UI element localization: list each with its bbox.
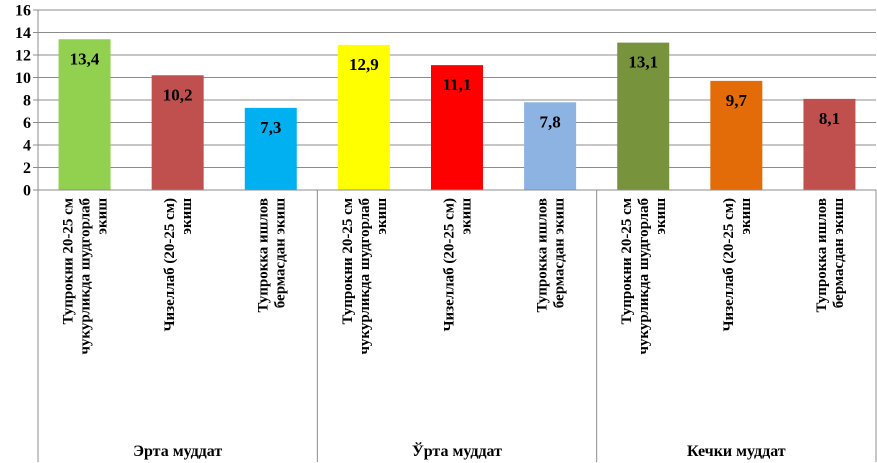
bar (244, 107, 297, 190)
category-label-line: экиш (374, 198, 390, 235)
category-label-line: бермасдан экиш (272, 198, 288, 309)
category-label-line: экиш (459, 198, 475, 235)
category-label: Тупрокка ишловбермасдан экиш (814, 198, 847, 313)
category-label-line: чукурликда шудгорлаб (636, 198, 652, 355)
y-tick-label: 14 (15, 25, 31, 42)
data-label: 8,1 (819, 109, 840, 128)
bar (431, 65, 483, 190)
category-label-line: Тупрокка ишлов (535, 198, 551, 313)
data-label: 11,1 (443, 75, 472, 94)
category-label-line: Тупрокка ишлов (255, 198, 271, 313)
y-tick-label: 12 (15, 48, 31, 65)
category-label-line: чукурликда шудгорлаб (78, 198, 94, 355)
y-tick-label: 0 (23, 183, 31, 200)
category-label-line: бермасдан экиш (552, 198, 568, 309)
category-label: Чизеллаб (20-25 см)экиш (442, 198, 475, 332)
data-label: 10,2 (163, 85, 193, 104)
data-label: 7,8 (539, 112, 560, 131)
bar (710, 80, 763, 190)
bar (58, 39, 111, 190)
bar (524, 102, 577, 190)
bar (337, 44, 390, 190)
category-label: Тупрокни 20-25 смчукурликда шудгорлабэки… (340, 198, 390, 355)
category-label-line: Тупрокни 20-25 см (619, 198, 635, 325)
data-labels: 13,4 10,2 7,3 12,9 11,1 7,8 13,1 9,7 8,1 (70, 49, 840, 137)
category-labels: Тупрокни 20-25 смчукурликда шудгорлабэки… (61, 198, 847, 355)
y-tick-label: 6 (23, 115, 31, 132)
category-label: Тупрокка ишловбермасдан экиш (255, 198, 288, 313)
data-label: 7,3 (260, 118, 281, 137)
category-label: Чизеллаб (20-25 см)экиш (721, 198, 754, 332)
category-label-line: экиш (179, 198, 195, 235)
category-label-line: Тупрокни 20-25 см (61, 198, 77, 325)
y-tick-label: 8 (23, 93, 31, 110)
category-label-line: Чизеллаб (20-25 см) (442, 198, 458, 332)
data-label: 12,9 (349, 55, 379, 74)
category-label-line: экиш (95, 198, 111, 235)
category-label-line: Тупрокка ишлов (814, 198, 830, 313)
y-tick-label: 4 (23, 138, 31, 155)
bar-series (58, 39, 856, 190)
category-label-line: экиш (738, 198, 754, 235)
category-label-line: Чизеллаб (20-25 см) (721, 198, 737, 332)
category-label: Тупрокни 20-25 смчукурликда шудгорлабэки… (61, 198, 111, 355)
category-label: Чизеллаб (20-25 см)экиш (162, 198, 195, 332)
group-label: Ўрта муддат (412, 441, 502, 460)
bar (151, 75, 204, 190)
group-labels: Эрта муддат Ўрта муддат Кечки муддат (133, 441, 786, 460)
category-label-line: Тупрокни 20-25 см (340, 198, 356, 325)
data-label: 13,1 (628, 53, 658, 72)
data-label: 13,4 (70, 49, 100, 68)
category-label: Тупрокка ишловбермасдан экиш (535, 198, 568, 313)
axes: 0 2 4 6 8 10 12 14 16 (15, 3, 877, 462)
bar (617, 42, 670, 190)
y-tick-label: 2 (23, 160, 31, 177)
category-label-line: Чизеллаб (20-25 см) (162, 198, 178, 332)
group-label: Эрта муддат (133, 443, 222, 460)
group-label: Кечки муддат (687, 443, 786, 460)
data-label: 9,7 (726, 91, 748, 110)
bar (803, 98, 856, 190)
category-label-line: чукурликда шудгорлаб (357, 198, 373, 355)
y-tick-label: 16 (15, 3, 31, 20)
category-label-line: бермасдан экиш (831, 198, 847, 309)
category-label: Тупрокни 20-25 смчукурликда шудгорлабэки… (619, 198, 669, 355)
category-label-line: экиш (653, 198, 669, 235)
y-tick-label: 10 (15, 70, 31, 87)
